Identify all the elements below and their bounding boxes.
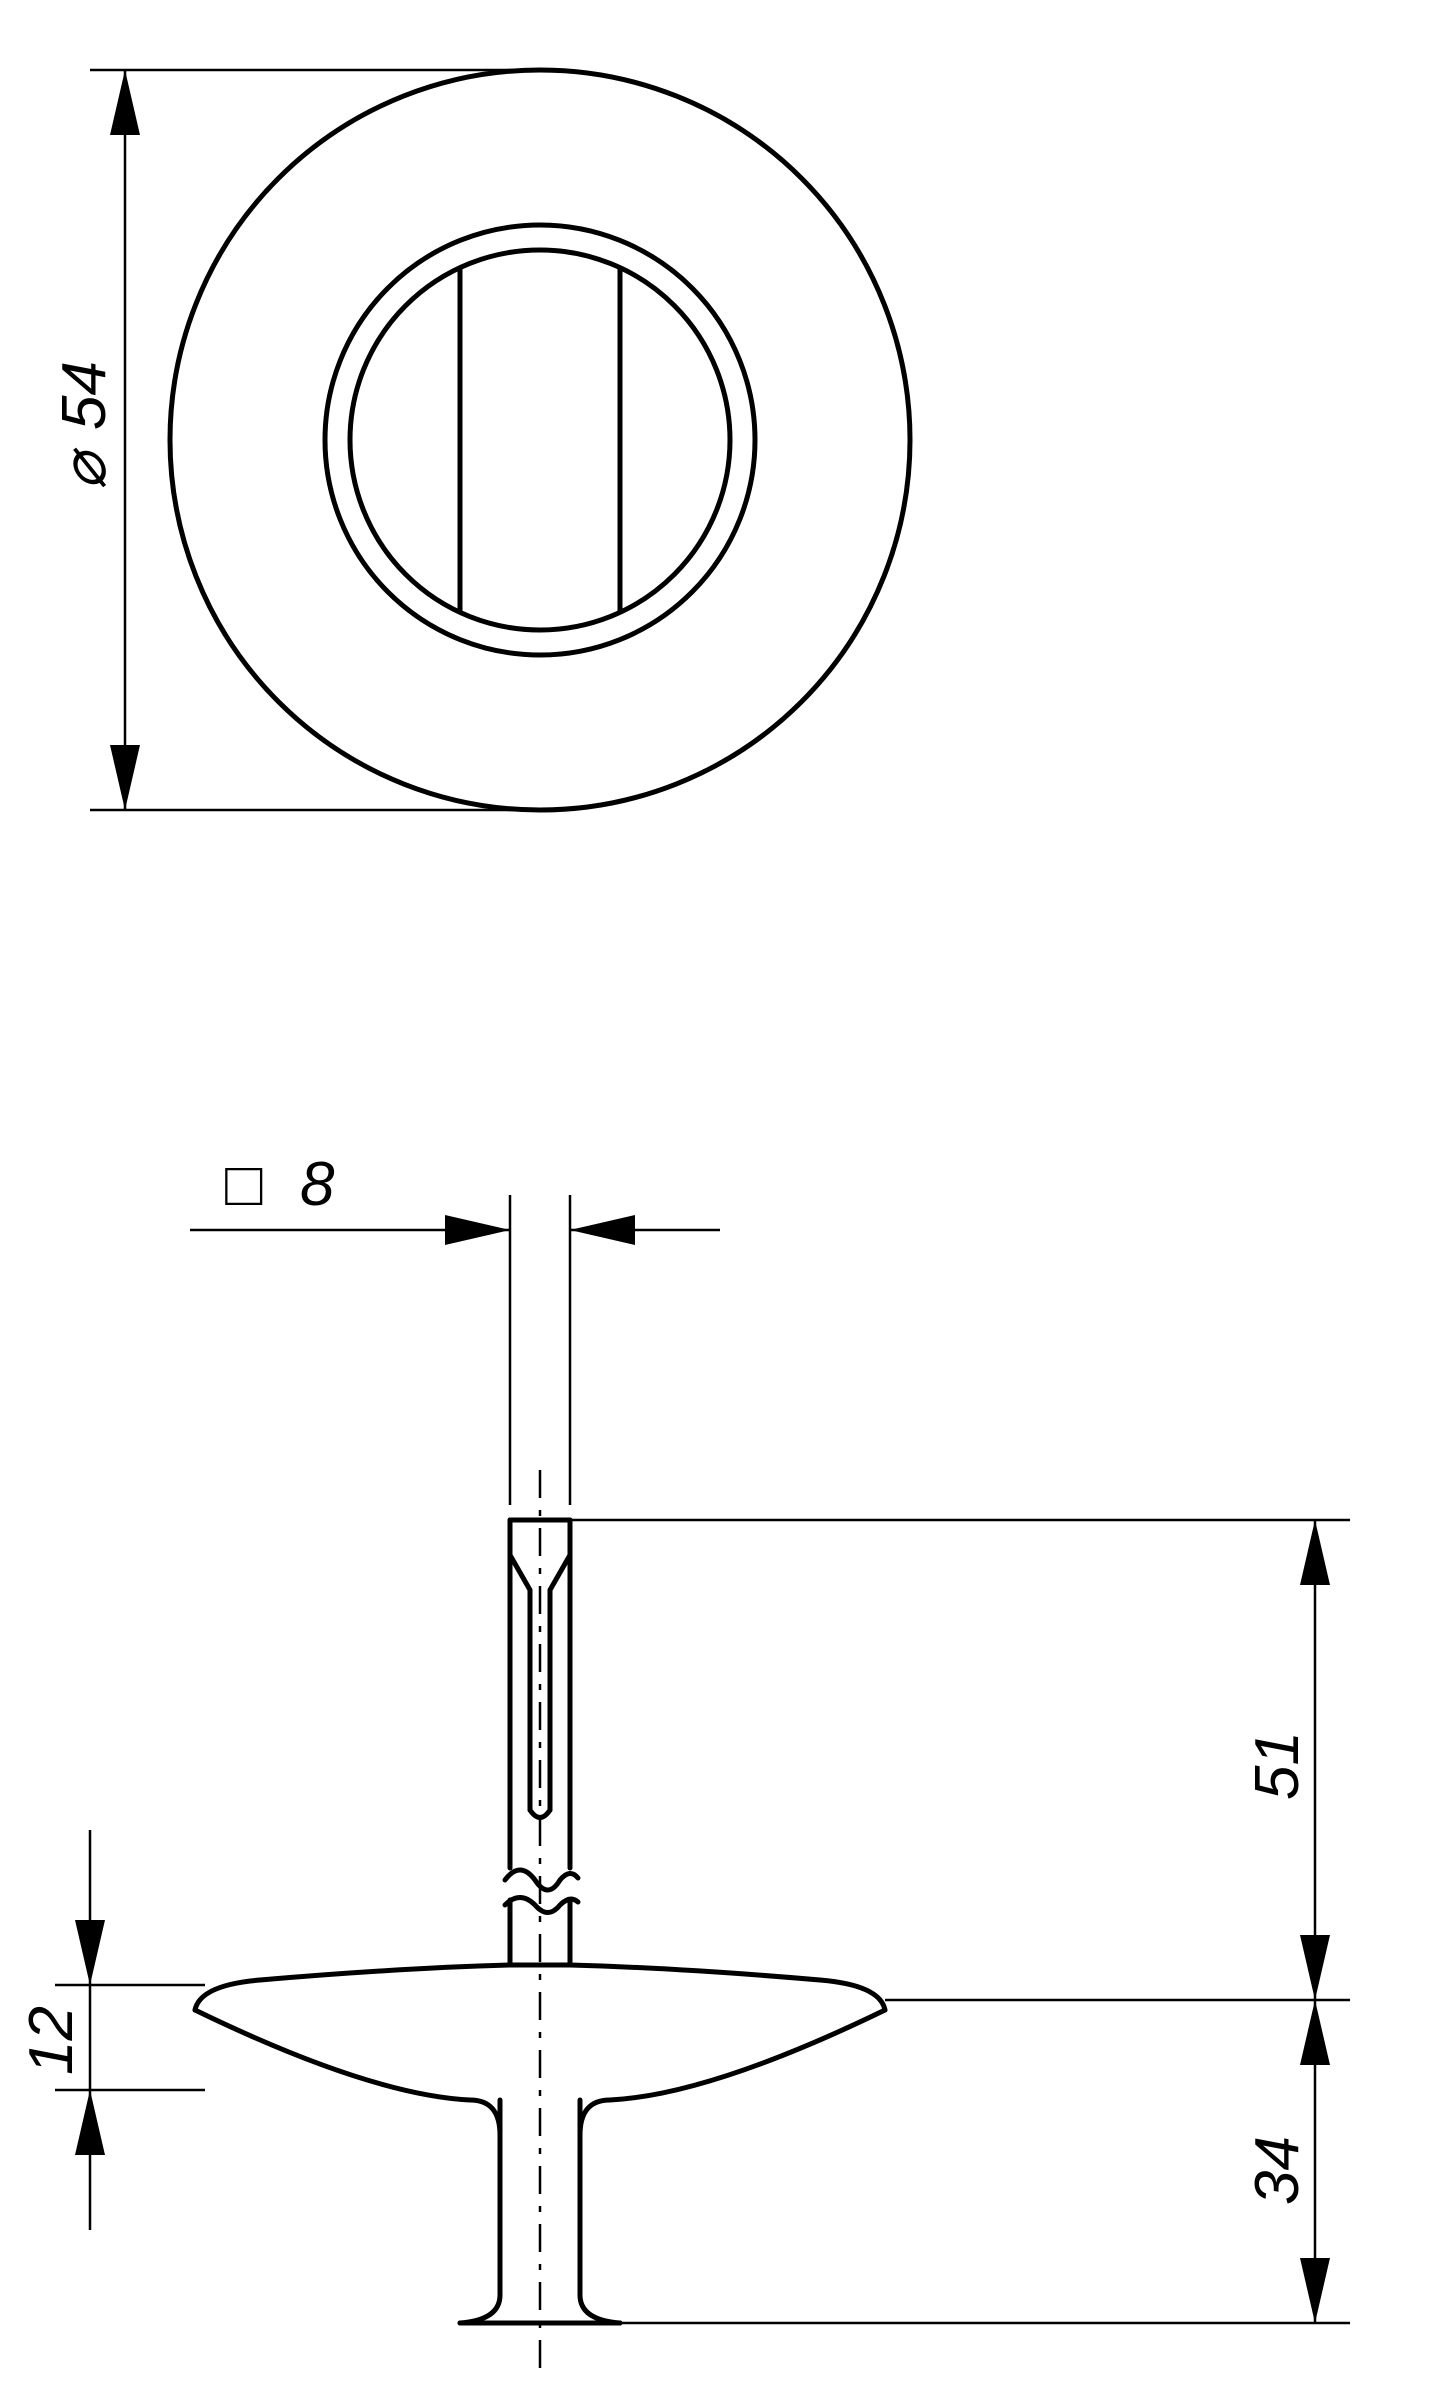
- dim-51: 51: [1243, 1520, 1330, 2000]
- dim-sq8-value: 8: [300, 1150, 335, 1219]
- technical-drawing: ⌀ 54 □ 8: [0, 0, 1431, 2401]
- dim-34-value: 34: [1243, 2136, 1312, 2205]
- dim-34: 34: [1243, 2000, 1330, 2323]
- dim-12-value: 12: [17, 2006, 86, 2075]
- dim-51-value: 51: [1243, 1731, 1312, 1800]
- diameter-symbol: ⌀: [50, 447, 119, 490]
- dim-square8: □ 8: [190, 1150, 720, 1505]
- dim-d54: ⌀ 54: [50, 70, 525, 810]
- square-symbol: □: [225, 1150, 263, 1219]
- side-view: [195, 1470, 885, 2370]
- spindle: [505, 1520, 578, 1965]
- dim-12: 12: [17, 1830, 205, 2230]
- dim-d54-value: 54: [50, 361, 119, 430]
- bezel-outer: [325, 225, 755, 655]
- rose-outer: [170, 70, 910, 810]
- top-view: [170, 70, 910, 810]
- bezel-inner: [350, 250, 730, 630]
